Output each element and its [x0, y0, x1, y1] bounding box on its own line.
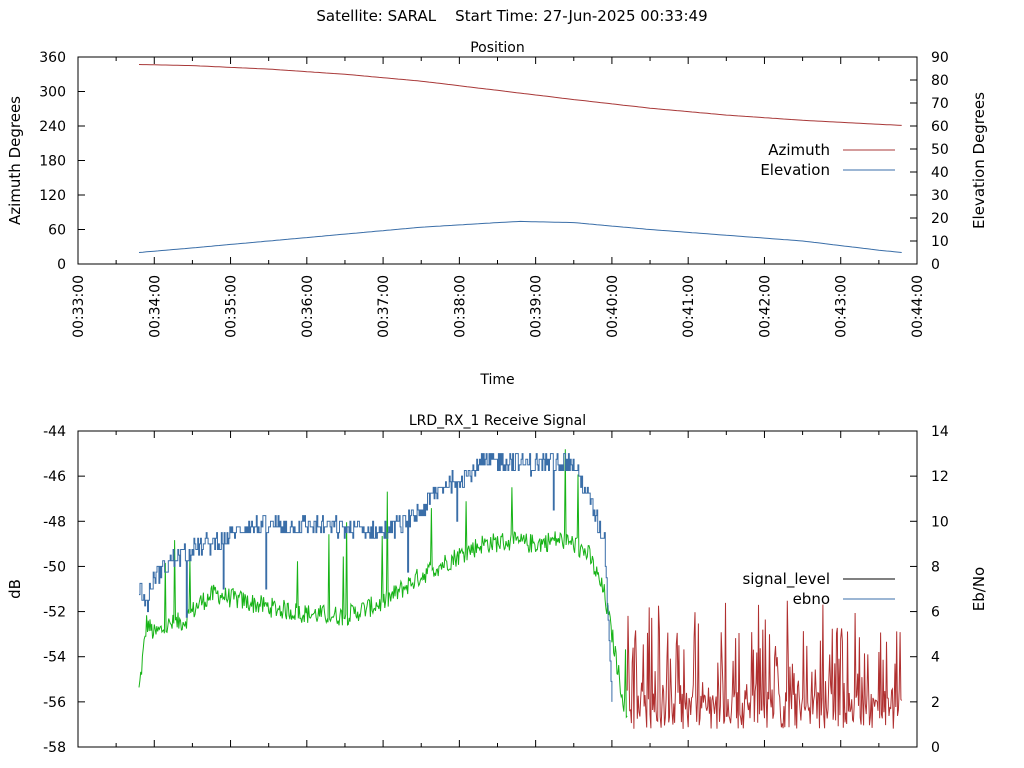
chart1-ytick-label: 300 [39, 85, 66, 101]
chart1-xtick-label: 00:35:00 [224, 275, 240, 338]
chart2-ytick-label: -50 [43, 559, 66, 575]
chart2-series-signal_level-locked [138, 449, 628, 719]
chart2-series-signal_level-unlocked [626, 600, 903, 729]
page-title: Satellite: SARAL Start Time: 27-Jun-2025… [316, 7, 708, 25]
chart1-xtick-label: 00:39:00 [529, 275, 545, 338]
chart2-y2tick-label: 8 [931, 559, 940, 575]
chart1-series-elevation [138, 220, 902, 253]
chart1-y2tick-label: 0 [931, 257, 940, 273]
chart1-y2tick-label: 80 [931, 73, 949, 89]
chart1-y2tick-label: 60 [931, 119, 949, 135]
chart2-y2tick-label: 4 [931, 650, 940, 666]
chart1-y2tick-label: 10 [931, 234, 949, 250]
chart1-xtick-label: 00:44:00 [910, 275, 926, 338]
chart1-y2tick-label: 50 [931, 142, 949, 158]
chart1-title: Position [470, 40, 525, 56]
chart1-y2tick-label: 30 [931, 188, 949, 204]
chart1-legend-label-azimuth: Azimuth [768, 141, 830, 159]
chart2-title: LRD_RX_1 Receive Signal [409, 413, 586, 429]
chart1-y2tick-label: 70 [931, 96, 949, 112]
chart2-y2tick-label: 2 [931, 695, 940, 711]
chart1-ytick-label: 360 [39, 50, 66, 66]
chart1-xtick-label: 00:34:00 [147, 275, 163, 338]
chart1-ytick-label: 120 [39, 188, 66, 204]
chart1-ytick-label: 0 [57, 257, 66, 273]
chart1-xtick-label: 00:41:00 [681, 275, 697, 338]
chart1-ytick-label: 180 [39, 154, 66, 170]
chart2-ytick-label: -54 [43, 650, 66, 666]
chart1-xtick-label: 00:36:00 [300, 275, 316, 338]
chart1-y2tick-label: 40 [931, 165, 949, 181]
chart1-xtick-label: 00:38:00 [452, 275, 468, 338]
chart2-ytick-label: -58 [43, 740, 66, 756]
chart1-xlabel: Time [479, 372, 514, 388]
chart2-ytick-label: -44 [43, 424, 66, 440]
chart2-ytick-label: -52 [43, 605, 66, 621]
chart1-xtick-label: 00:42:00 [757, 275, 773, 338]
chart2-y2tick-label: 14 [931, 424, 949, 440]
chart1-series-azimuth [138, 64, 902, 126]
chart1-xtick-label: 00:37:00 [376, 275, 392, 338]
chart1-y2label: Elevation Degrees [970, 92, 988, 229]
chart2-y2label: Eb/No [970, 567, 988, 611]
chart2-legend-label-signal_level: signal_level [742, 570, 830, 589]
chart2-series-ebno [139, 453, 613, 702]
chart1-ytick-label: 60 [48, 223, 66, 239]
chart1-ylabel: Azimuth Degrees [6, 96, 24, 225]
chart2-ytick-label: -48 [43, 514, 66, 530]
chart2-y2tick-label: 10 [931, 514, 949, 530]
chart2-ytick-label: -56 [43, 695, 66, 711]
chart2-y2tick-label: 6 [931, 605, 940, 621]
chart2-y2tick-label: 12 [931, 469, 949, 485]
chart1-ytick-label: 240 [39, 119, 66, 135]
chart1-xtick-label: 00:40:00 [605, 275, 621, 338]
chart1-y2tick-label: 20 [931, 211, 949, 227]
chart2-ytick-label: -46 [43, 469, 66, 485]
chart1-xtick-label: 00:43:00 [834, 275, 850, 338]
chart1-y2tick-label: 90 [931, 50, 949, 66]
chart2-y2tick-label: 0 [931, 740, 940, 756]
chart2-legend-label-ebno: ebno [793, 590, 830, 608]
chart1-xtick-label: 00:33:00 [71, 275, 87, 338]
chart1-legend-label-elevation: Elevation [760, 161, 830, 179]
chart2-ylabel: dB [6, 579, 24, 599]
